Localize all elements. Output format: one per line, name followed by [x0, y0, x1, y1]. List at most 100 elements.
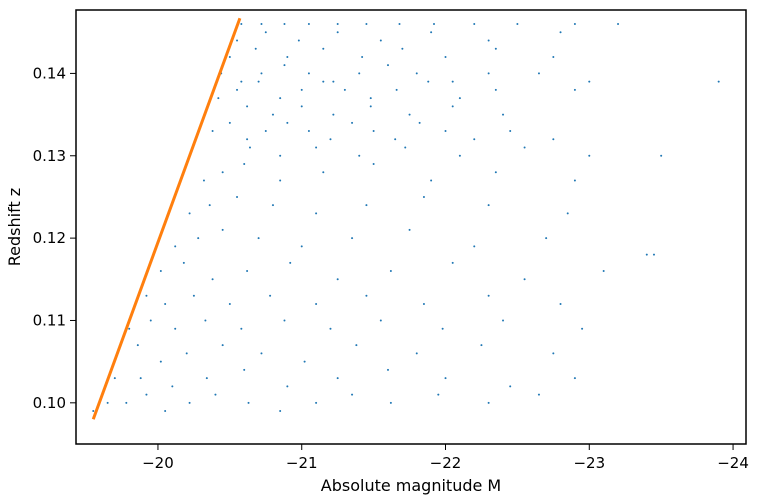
scatter-points [92, 23, 720, 413]
scatter-point [204, 319, 207, 322]
scatter-point [573, 88, 576, 91]
scatter-point [473, 138, 476, 141]
scatter-point [422, 303, 425, 305]
scatter-point [236, 39, 239, 42]
scatter-point [322, 80, 325, 83]
scatter-point [332, 80, 335, 83]
scatter-point [545, 237, 548, 240]
scatter-point [379, 39, 382, 42]
scatter-point [559, 31, 562, 34]
scatter-point [260, 352, 263, 355]
x-tick-label: −22 [430, 454, 462, 472]
scatter-point [171, 385, 174, 388]
scatter-point [136, 344, 139, 347]
scatter-point [379, 319, 382, 322]
x-tick-label: −20 [142, 454, 174, 472]
scatter-point [243, 163, 246, 165]
limit-line [91, 17, 242, 420]
scatter-point [192, 294, 195, 297]
scatter-point [358, 72, 361, 75]
scatter-point [315, 146, 318, 149]
scatter-point [444, 130, 447, 133]
scatter-point [279, 179, 282, 182]
scatter-point [444, 55, 447, 58]
scatter-point [602, 270, 605, 273]
scatter-point [260, 72, 263, 75]
scatter-point [509, 130, 512, 133]
scatter-point [307, 23, 310, 25]
scatter-point [573, 179, 576, 182]
scatter-point [246, 138, 249, 141]
scatter-point [351, 121, 354, 124]
y-axis-ticks: 0.10 0.11 0.12 0.13 0.14 [33, 64, 76, 412]
scatter-point [145, 393, 148, 396]
scatter-point [408, 228, 411, 231]
scatter-point [494, 171, 497, 174]
scatter-point [588, 80, 591, 83]
scatter-point [365, 294, 368, 297]
scatter-point [365, 23, 368, 25]
x-tick-label: −23 [573, 454, 605, 472]
scatter-point [441, 327, 444, 330]
scatter-point [552, 352, 555, 355]
scatter-point [502, 113, 505, 116]
scatter-point [487, 72, 490, 75]
scatter-point [559, 303, 562, 305]
scatter-point [202, 179, 205, 182]
scatter-point [214, 393, 217, 396]
scatter-point [300, 245, 303, 248]
scatter-point [240, 327, 243, 330]
scatter-point [336, 23, 339, 25]
scatter-point [257, 80, 260, 83]
scatter-point [246, 270, 249, 273]
scatter-point [247, 401, 250, 404]
scatter-point [264, 130, 267, 133]
scatter-point [221, 228, 224, 231]
scatter-point [271, 204, 274, 207]
scatter-point [315, 401, 318, 404]
scatter-point [430, 179, 433, 182]
scatter-point [240, 23, 243, 25]
x-axis-label: Absolute magnitude M [321, 476, 501, 495]
scatter-point [286, 55, 289, 58]
scatter-point [113, 377, 116, 380]
scatter-point [254, 47, 257, 50]
scatter-point [502, 319, 505, 322]
scatter-point [487, 294, 490, 297]
scatter-point [197, 237, 200, 240]
scatter-point [588, 154, 591, 157]
scatter-point [243, 368, 246, 371]
scatter-point [494, 88, 497, 91]
scatter-point [401, 47, 404, 50]
scatter-point [159, 270, 162, 273]
scatter-point [236, 195, 239, 198]
scatter-point [480, 344, 483, 347]
y-tick-label: 0.11 [33, 311, 66, 329]
scatter-point [389, 270, 392, 273]
scatter-point [315, 303, 318, 305]
scatter-point [264, 31, 267, 34]
scatter-point [369, 105, 372, 108]
y-tick-label: 0.10 [33, 394, 66, 412]
scatter-point [343, 88, 346, 91]
scatter-point [92, 410, 95, 413]
scatter-point [537, 72, 540, 75]
scatter-point [271, 113, 274, 116]
scatter-point [617, 23, 620, 25]
scatter-point [279, 154, 282, 157]
scatter-point [246, 105, 249, 108]
scatter-point [221, 344, 224, 347]
scatter-point [289, 261, 292, 264]
scatter-point [159, 360, 162, 363]
scatter-point [408, 113, 411, 116]
scatter-point [415, 352, 418, 355]
scatter-point [174, 245, 177, 248]
scatter-point [473, 23, 476, 25]
scatter-point [307, 130, 310, 133]
scatter-point [717, 80, 720, 83]
scatter-point [418, 121, 421, 124]
plot-frame [75, 9, 747, 445]
scatter-point [365, 204, 368, 207]
scatter-point [372, 163, 375, 165]
